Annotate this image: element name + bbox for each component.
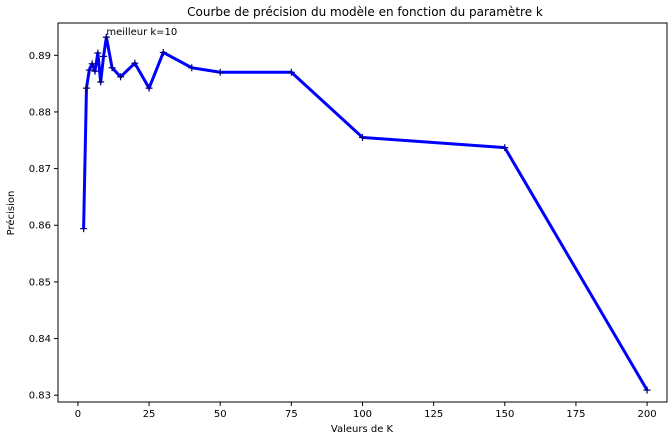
x-tick-label: 150 [495, 409, 514, 420]
x-tick-label: 125 [424, 409, 443, 420]
x-axis-label: Valeurs de K [331, 424, 394, 435]
data-point-marker [88, 60, 96, 68]
data-point-marker [188, 64, 196, 72]
data-point-marker [131, 59, 139, 67]
y-axis-ticks: 0.83 0.84 0.85 0.86 0.87 0.88 0.89 [29, 51, 58, 402]
data-point-marker [91, 67, 99, 75]
data-point-marker [82, 84, 90, 92]
y-tick-label: 0.89 [29, 51, 51, 62]
data-point-marker [94, 49, 102, 57]
data-point-marker [145, 84, 153, 92]
y-tick-label: 0.84 [29, 334, 51, 345]
y-tick-label: 0.87 [29, 164, 51, 175]
data-point-marker [85, 66, 93, 74]
data-point-marker [643, 386, 651, 394]
x-tick-label: 75 [285, 409, 298, 420]
x-tick-label: 25 [143, 409, 156, 420]
y-tick-label: 0.88 [29, 107, 51, 118]
chart-title: Courbe de précision du modèle en fonctio… [187, 5, 543, 19]
data-point-marker [216, 68, 224, 76]
series-layer [80, 33, 651, 394]
data-point-marker [80, 225, 88, 233]
x-tick-label: 0 [75, 409, 81, 420]
y-tick-label: 0.83 [29, 391, 51, 402]
y-tick-label: 0.86 [29, 221, 51, 232]
data-point-marker [501, 144, 509, 152]
data-point-marker [97, 78, 105, 86]
data-point-marker [102, 33, 110, 41]
x-tick-label: 175 [566, 409, 585, 420]
data-point-marker [100, 52, 108, 60]
x-tick-label: 100 [353, 409, 372, 420]
x-tick-label: 200 [638, 409, 657, 420]
y-axis-label: Précision [5, 191, 17, 236]
data-point-marker [108, 64, 116, 72]
best-k-annotation: meilleur k=10 [106, 27, 177, 38]
x-tick-label: 50 [214, 409, 227, 420]
data-point-marker [159, 48, 167, 56]
x-axis-ticks: 0 25 50 75 100 125 150 175 200 [75, 402, 657, 420]
data-point-marker [359, 133, 366, 141]
data-point-marker [287, 68, 295, 76]
data-point-marker [117, 73, 125, 81]
y-tick-label: 0.85 [29, 277, 51, 288]
annotation-layer: meilleur k=10 [106, 27, 177, 38]
